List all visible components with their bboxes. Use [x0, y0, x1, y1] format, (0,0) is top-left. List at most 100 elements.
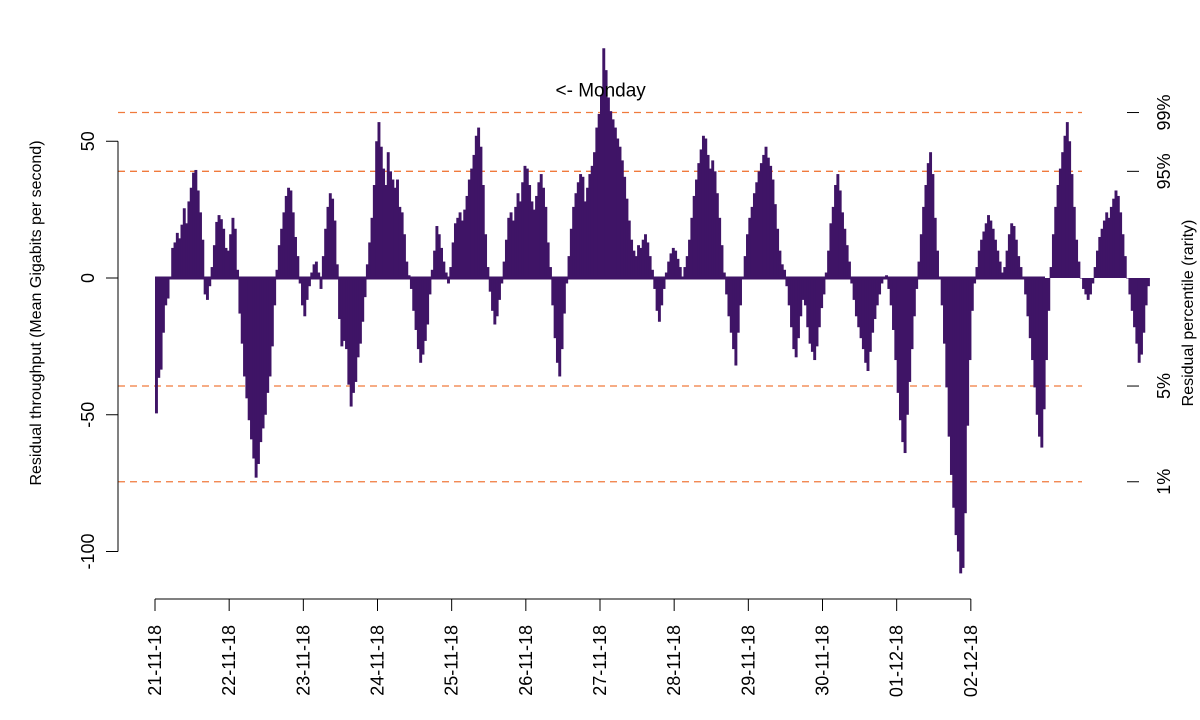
bar: [551, 278, 555, 306]
bar: [1091, 278, 1095, 284]
bar: [671, 247, 675, 278]
y-axis-title: Residual throughput (Mean Gigabits per s…: [28, 140, 45, 485]
bar: [797, 278, 800, 339]
bar: [1045, 278, 1048, 361]
bar: [254, 278, 258, 478]
bar: [989, 220, 993, 278]
bar: [618, 146, 622, 278]
bar: [597, 113, 601, 279]
bar: [838, 190, 842, 278]
bar: [243, 278, 246, 377]
bar: [488, 278, 492, 292]
bar: [1026, 278, 1030, 317]
bar: [328, 193, 332, 278]
bar: [460, 220, 464, 278]
bar: [516, 193, 520, 278]
bar: [542, 187, 545, 278]
bar: [535, 195, 539, 278]
bar: [553, 278, 557, 339]
bar: [433, 250, 437, 278]
bar: [532, 209, 536, 278]
bar: [377, 122, 381, 278]
x-tick-label: 29-11-18: [738, 625, 758, 696]
bar: [1093, 267, 1097, 278]
y-tick-label: -100: [78, 533, 98, 569]
bar: [864, 278, 868, 363]
bar: [664, 272, 668, 278]
bar: [310, 272, 314, 278]
bar: [704, 138, 708, 278]
x-tick-label: 21-11-18: [145, 625, 165, 696]
bar: [572, 206, 576, 278]
bar: [778, 250, 782, 278]
bar: [1105, 212, 1109, 278]
bar: [189, 187, 193, 278]
bar: [894, 278, 898, 361]
bar: [363, 278, 367, 298]
bar: [414, 278, 418, 330]
y-tick-label: 50: [78, 131, 98, 151]
bar: [500, 278, 504, 284]
bar: [734, 278, 738, 366]
bar: [398, 206, 402, 278]
bar: [1077, 261, 1081, 278]
bar: [528, 185, 532, 278]
bar: [511, 220, 515, 278]
bar: [815, 278, 819, 347]
bar: [912, 278, 916, 317]
bar: [690, 217, 694, 278]
bar: [384, 185, 388, 278]
bar: [1061, 152, 1065, 278]
bar: [787, 278, 791, 306]
bar: [305, 278, 309, 300]
bar: [224, 247, 228, 278]
bar: [558, 278, 562, 377]
bar: [289, 190, 293, 278]
bar: [919, 234, 923, 278]
bar: [889, 278, 893, 306]
bar: [437, 234, 441, 278]
bar: [1128, 278, 1132, 295]
bar: [402, 234, 406, 278]
bar: [449, 267, 453, 278]
bar: [435, 226, 439, 278]
bar: [175, 232, 179, 278]
bar: [600, 94, 603, 278]
bar: [212, 245, 216, 278]
bar: [641, 239, 645, 278]
bar: [199, 212, 202, 278]
bar: [776, 228, 780, 278]
bar: [866, 278, 870, 371]
bar: [419, 278, 423, 363]
bar: [1082, 278, 1086, 289]
bar: [579, 174, 583, 278]
bar: [720, 245, 724, 278]
bar: [868, 278, 872, 352]
bar: [261, 278, 265, 429]
bar: [456, 217, 460, 278]
bar: [252, 278, 256, 459]
bar: [1068, 141, 1072, 278]
bar: [1142, 278, 1146, 333]
bar: [933, 217, 937, 278]
bar: [277, 245, 281, 278]
bar: [662, 278, 666, 289]
bar: [623, 176, 627, 278]
bar: [1109, 206, 1113, 278]
bar: [1095, 250, 1099, 278]
bar: [593, 152, 596, 278]
bar: [736, 278, 740, 333]
bar: [822, 278, 826, 295]
bar: [1140, 278, 1143, 355]
bar: [764, 146, 768, 278]
bar: [998, 261, 1002, 278]
bar: [644, 234, 647, 278]
bar: [458, 212, 462, 278]
bar: [161, 278, 165, 333]
bar: [1130, 278, 1134, 311]
bar: [695, 179, 698, 278]
bar: [259, 278, 263, 443]
bar: [361, 278, 365, 322]
bar: [565, 278, 569, 284]
bar: [857, 278, 861, 328]
